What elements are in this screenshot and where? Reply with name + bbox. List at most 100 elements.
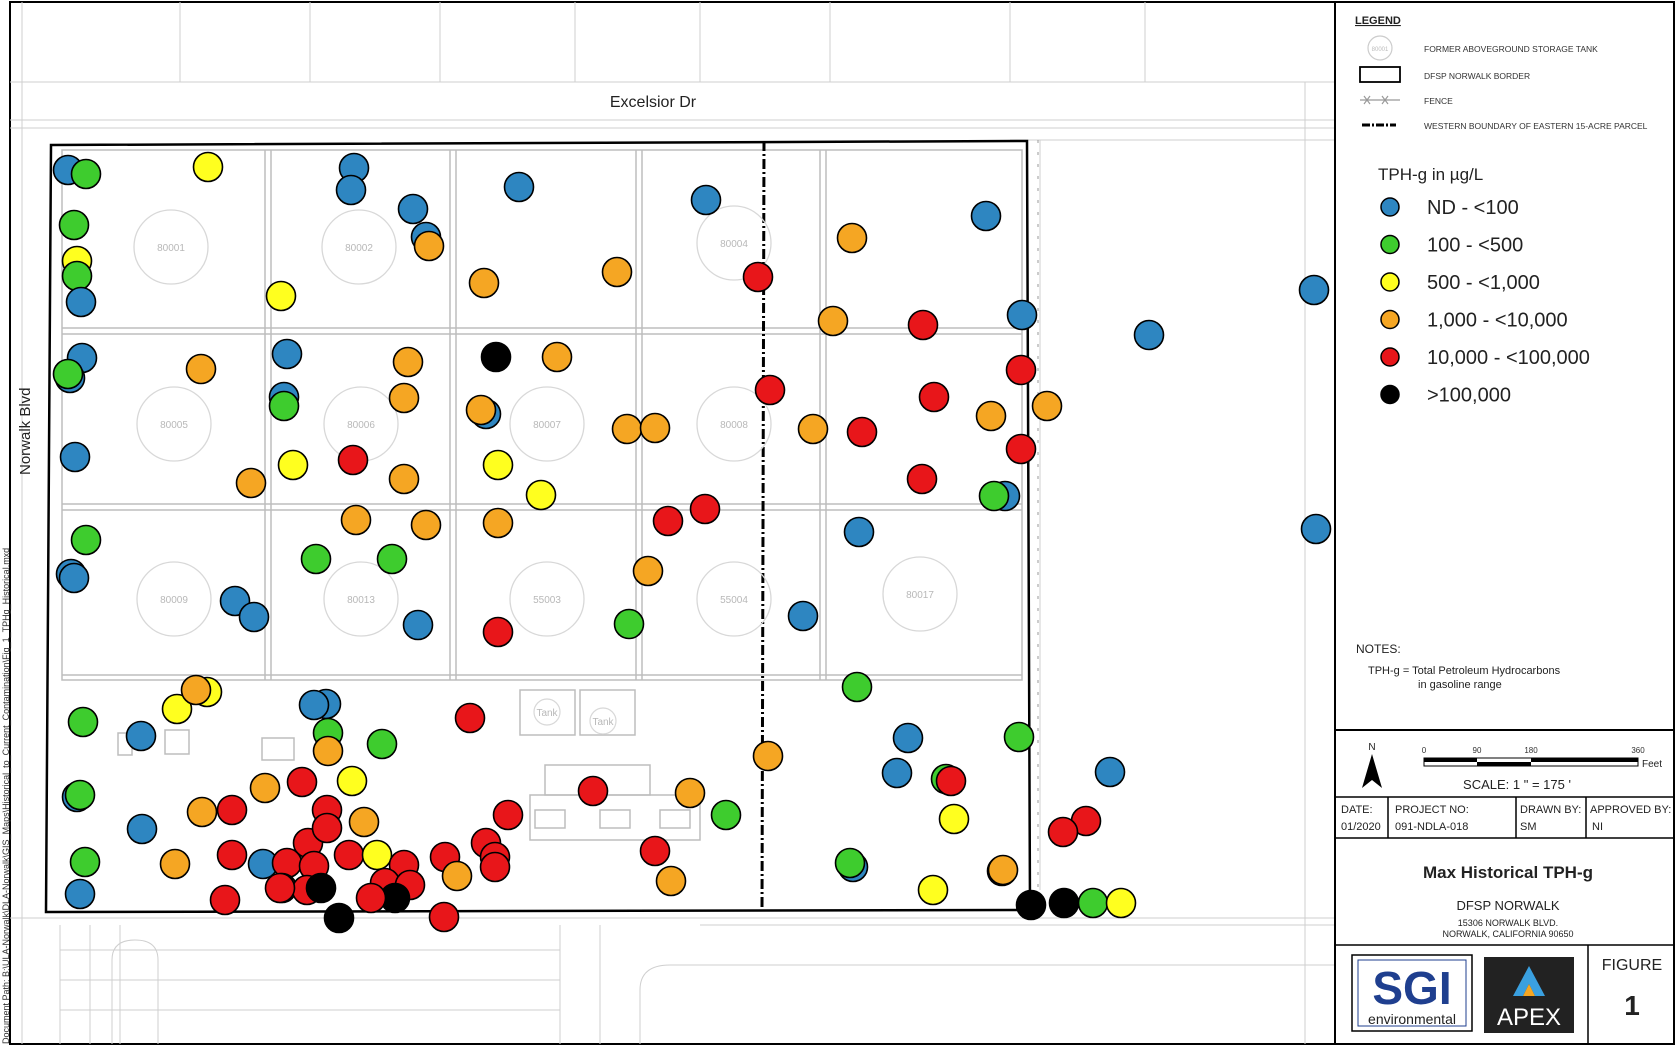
sample-point — [366, 728, 398, 760]
sample-point — [392, 346, 424, 378]
sample-point — [249, 772, 281, 804]
legend-class-swatch — [1380, 272, 1400, 292]
tank-circle — [136, 386, 212, 462]
legend-class-swatch — [1380, 197, 1400, 217]
legend-title: LEGEND — [1355, 15, 1401, 27]
sample-point — [754, 374, 786, 406]
sample-point — [655, 865, 687, 897]
legend-class-label: 100 - <500 — [1427, 235, 1523, 257]
document-path: Document Path: B:\ULA-Norwalk\DLA-Norwal… — [1, 548, 11, 1044]
sample-point — [70, 158, 102, 190]
legend-class-swatch — [1380, 347, 1400, 367]
tank-label: 80009 — [160, 595, 188, 606]
sample-point — [337, 444, 369, 476]
sample-point — [836, 222, 868, 254]
sample-point — [632, 555, 664, 587]
scale-text: SCALE: 1 " = 175 ' — [1463, 777, 1571, 792]
sample-point — [1005, 354, 1037, 386]
sample-point — [1006, 299, 1038, 331]
north-label: N — [1368, 742, 1375, 753]
sample-point — [216, 839, 248, 871]
sample-point — [348, 806, 380, 838]
sample-point — [797, 413, 829, 445]
sample-point — [67, 706, 99, 738]
sample-point — [59, 441, 91, 473]
date-value: 01/2020 — [1341, 821, 1381, 833]
sample-point — [335, 174, 367, 206]
figure-label: FIGURE — [1602, 957, 1662, 974]
sample-point — [881, 757, 913, 789]
notes-line-1: TPH-g = Total Petroleum Hydrocarbons — [1368, 665, 1561, 677]
tank-symbol-text: 80001 — [1372, 47, 1389, 53]
notes-line-2: in gasoline range — [1418, 679, 1502, 691]
sample-point — [611, 413, 643, 445]
sample-point — [918, 381, 950, 413]
legend-class-swatch — [1380, 384, 1400, 405]
sample-point — [492, 799, 524, 831]
sample-point — [58, 562, 90, 594]
sample-point — [65, 286, 97, 318]
sample-point — [397, 193, 429, 225]
sample-point — [892, 722, 924, 754]
sample-point — [742, 261, 774, 293]
project-value: 091-NDLA-018 — [1395, 821, 1468, 833]
sample-point — [340, 504, 372, 536]
sample-point — [935, 765, 967, 797]
legend-class-label: 1,000 - <10,000 — [1427, 310, 1568, 332]
western-boundary-line — [760, 140, 766, 911]
sample-point — [613, 608, 645, 640]
sample-point — [1105, 887, 1137, 919]
sample-point — [907, 309, 939, 341]
sample-point — [410, 509, 442, 541]
sample-point — [64, 779, 96, 811]
legend-symbol-label-border: DFSP NORWALK BORDER — [1424, 71, 1530, 81]
figure-number: 1 — [1624, 990, 1640, 1021]
sample-point — [1298, 274, 1330, 306]
legend-class-label: 10,000 - <100,000 — [1427, 347, 1590, 369]
border-symbol-icon — [1359, 66, 1401, 83]
tank-label: 80008 — [720, 420, 748, 431]
legend-symbol-label-fence: FENCE — [1424, 96, 1453, 106]
scale-tick-360: 360 — [1631, 746, 1645, 755]
legend-classes-title: TPH-g in µg/L — [1378, 165, 1483, 184]
sample-point — [710, 799, 742, 831]
sample-point — [323, 902, 355, 934]
sgi-logo: SGI environmental — [1351, 954, 1473, 1032]
tank-circle — [136, 561, 212, 637]
tank-circle — [133, 209, 209, 285]
sample-point — [305, 872, 337, 904]
sample-point — [841, 671, 873, 703]
tank-layer: 80001 80002 80004 80005 80006 80007 80008 80009… — [133, 205, 958, 735]
sample-point — [834, 847, 866, 879]
legend-symbol-label-boundary: WESTERN BOUNDARY OF EASTERN 15-ACRE PARC… — [1424, 121, 1648, 131]
legend-classes: ND - <100 100 - <500 500 - <1,000 1,000 - <… — [1380, 197, 1590, 407]
sample-point — [978, 480, 1010, 512]
small-tank-circle — [533, 698, 561, 726]
sample-point — [601, 256, 633, 288]
small-tank-label: Tank — [536, 708, 558, 719]
tank-circle — [696, 205, 772, 281]
sample-point — [1031, 390, 1063, 422]
legend-class-swatch — [1380, 234, 1400, 255]
tank-circle — [696, 386, 772, 462]
sample-point — [938, 803, 970, 835]
sample-point — [265, 280, 297, 312]
sample-point — [503, 171, 535, 203]
sample-point — [209, 884, 241, 916]
sample-point — [906, 463, 938, 495]
apex-mark-icon — [1513, 966, 1545, 996]
sample-point — [216, 794, 248, 826]
approved-label: APPROVED BY: — [1590, 804, 1671, 816]
sample-point — [70, 524, 102, 556]
sgi-logo-main: SGI — [1372, 962, 1451, 1014]
sample-point — [1047, 816, 1079, 848]
scale-unit: Feet — [1642, 759, 1662, 770]
sample-point — [161, 693, 193, 725]
sample-point — [541, 341, 573, 373]
fence-symbol-icon — [1360, 95, 1400, 105]
figure-title: Max Historical TPH-g — [1423, 863, 1593, 882]
sample-point — [674, 777, 706, 809]
tank-label: 80004 — [720, 239, 748, 250]
legend-class-swatch — [1380, 309, 1400, 330]
